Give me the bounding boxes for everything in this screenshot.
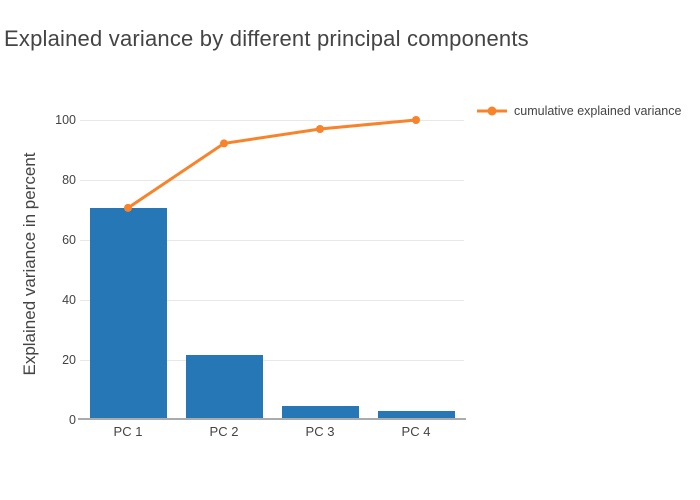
x-tick-label-pc-4: PC 4 <box>401 424 431 439</box>
line-marker-pc-1[interactable] <box>124 203 132 212</box>
x-axis-line <box>78 418 466 420</box>
y-tick-label-60: 60 <box>62 233 76 247</box>
y-tick-label-40: 40 <box>62 293 76 307</box>
y-tick-label-20: 20 <box>62 353 76 367</box>
gridline-40 <box>80 300 464 301</box>
bar-pc-1[interactable] <box>90 208 167 418</box>
y-axis-title: Explained variance in percent <box>20 152 39 376</box>
legend[interactable]: cumulative explained variance <box>476 104 681 118</box>
legend-line-marker-icon <box>477 106 507 116</box>
cumulative-line[interactable] <box>80 105 464 420</box>
bar-pc-3[interactable] <box>282 406 359 418</box>
y-tick-label-80: 80 <box>62 173 76 187</box>
line-marker-pc-2[interactable] <box>220 139 228 148</box>
gridline-60 <box>80 240 464 241</box>
line-marker-pc-4[interactable] <box>412 116 420 124</box>
x-tick-label-pc-3: PC 3 <box>305 424 335 439</box>
line-marker-pc-3[interactable] <box>316 125 324 133</box>
bar-pc-2[interactable] <box>186 355 263 418</box>
x-tick-label-pc-1: PC 1 <box>113 424 143 439</box>
y-tick-label-0: 0 <box>69 413 76 427</box>
bar-pc-4[interactable] <box>378 411 455 418</box>
gridline-80 <box>80 180 464 181</box>
gridline-20 <box>80 360 464 361</box>
chart-title: Explained variance by different principa… <box>4 26 529 51</box>
gridline-100 <box>80 120 464 121</box>
y-tick-label-100: 100 <box>55 113 76 127</box>
x-tick-label-pc-2: PC 2 <box>209 424 239 439</box>
legend-label: cumulative explained variance <box>514 104 682 118</box>
